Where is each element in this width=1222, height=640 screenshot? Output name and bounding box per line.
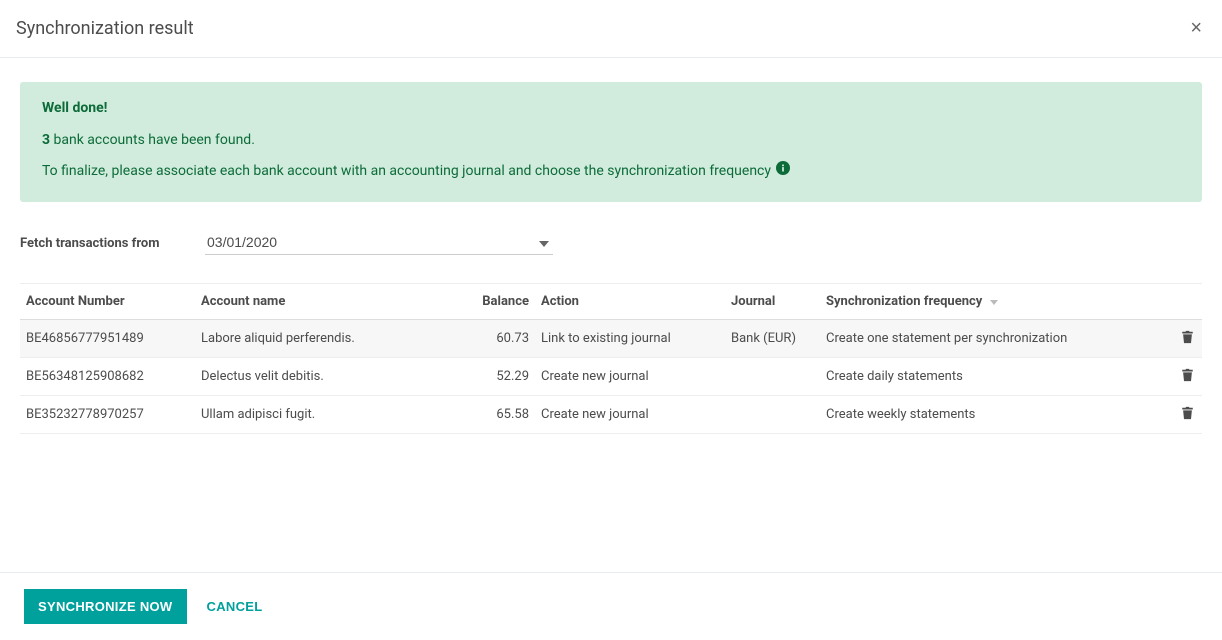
cell-frequency[interactable]: Create one statement per synchronization [820,320,1166,358]
table-row[interactable]: BE35232778970257 Ullam adipisci fugit. 6… [20,396,1202,434]
alert-instruction: To finalize, please associate each bank … [42,163,774,179]
alert-instruction-line: To finalize, please associate each bank … [42,161,1180,182]
cell-account-name: Labore aliquid perferendis. [195,320,465,358]
cell-balance: 52.29 [465,358,535,396]
alert-title: Well done! [42,100,1180,116]
sync-result-modal: Synchronization result × Well done! 3 ba… [0,0,1222,640]
table-header-row: Account Number Account name Balance Acti… [20,284,1202,320]
modal-title: Synchronization result [16,18,194,39]
modal-footer: Synchronize now Cancel [0,572,1222,640]
cell-journal[interactable]: Bank (EUR) [725,320,820,358]
sort-down-icon [990,294,998,309]
cell-action[interactable]: Link to existing journal [535,320,725,358]
accounts-table: Account Number Account name Balance Acti… [20,283,1202,434]
cell-balance: 65.58 [465,396,535,434]
table-row[interactable]: BE46856777951489 Labore aliquid perferen… [20,320,1202,358]
alert-success: Well done! 3 bank accounts have been fou… [20,82,1202,202]
cell-frequency[interactable]: Create weekly statements [820,396,1166,434]
th-journal[interactable]: Journal [725,284,820,320]
th-frequency-label: Synchronization frequency [826,294,982,309]
alert-count: 3 [42,132,50,148]
th-account-name[interactable]: Account name [195,284,465,320]
alert-found-line: 3 bank accounts have been found. [42,130,1180,151]
th-balance[interactable]: Balance [465,284,535,320]
modal-header: Synchronization result × [0,0,1222,58]
cell-account-number: BE35232778970257 [20,396,195,434]
th-account-number[interactable]: Account Number [20,284,195,320]
fetch-from-row: Fetch transactions from [20,230,1202,255]
delete-row-button[interactable] [1179,404,1196,425]
cell-frequency[interactable]: Create daily statements [820,358,1166,396]
info-icon[interactable] [776,161,790,182]
trash-icon [1181,332,1194,347]
fetch-from-label: Fetch transactions from [20,230,205,254]
delete-row-button[interactable] [1179,366,1196,387]
fetch-from-input[interactable] [205,230,553,255]
trash-icon [1181,408,1194,423]
th-action[interactable]: Action [535,284,725,320]
th-frequency[interactable]: Synchronization frequency [820,284,1166,320]
synchronize-now-button[interactable]: Synchronize now [24,589,187,624]
th-delete [1166,284,1202,320]
cell-action[interactable]: Create new journal [535,396,725,434]
close-button[interactable]: × [1186,18,1206,38]
cell-account-name: Delectus velit debitis. [195,358,465,396]
alert-found-suffix: bank accounts have been found. [50,132,255,148]
cell-account-number: BE46856777951489 [20,320,195,358]
close-icon: × [1190,17,1202,39]
modal-body: Well done! 3 bank accounts have been fou… [0,58,1222,572]
cell-journal[interactable] [725,396,820,434]
cell-balance: 60.73 [465,320,535,358]
cell-action[interactable]: Create new journal [535,358,725,396]
cell-journal[interactable] [725,358,820,396]
fetch-from-input-wrap[interactable] [205,230,553,255]
delete-row-button[interactable] [1179,328,1196,349]
table-row[interactable]: BE56348125908682 Delectus velit debitis.… [20,358,1202,396]
cell-account-name: Ullam adipisci fugit. [195,396,465,434]
trash-icon [1181,370,1194,385]
cell-account-number: BE56348125908682 [20,358,195,396]
accounts-tbody: BE46856777951489 Labore aliquid perferen… [20,320,1202,434]
cancel-button[interactable]: Cancel [203,589,267,624]
